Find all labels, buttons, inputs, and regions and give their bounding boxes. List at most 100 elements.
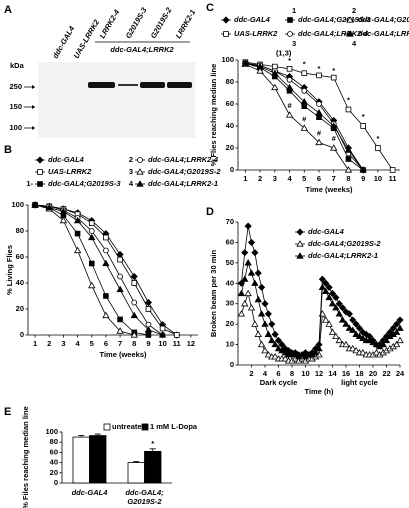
point	[349, 326, 357, 333]
y-tick-label: 100	[45, 427, 58, 436]
y-axis-label: % Living Flies	[5, 245, 14, 295]
x-tick-label: 6	[317, 174, 321, 183]
x-tick-label: 22	[382, 369, 390, 378]
point	[345, 106, 352, 113]
point	[301, 103, 308, 110]
point	[345, 324, 354, 331]
annotation: #	[302, 114, 307, 123]
point	[103, 293, 109, 299]
legend-label: ddc-GAL4	[234, 15, 271, 24]
point	[355, 332, 364, 339]
point	[396, 316, 404, 324]
legend-key: 3	[292, 39, 296, 48]
point	[159, 325, 166, 332]
marker-label: 100	[9, 123, 22, 132]
x-tick-label: 10	[301, 369, 309, 378]
legend-marker	[296, 228, 304, 236]
point	[247, 269, 256, 276]
legend-label: ddc-GAL4	[48, 155, 85, 164]
point	[241, 249, 249, 257]
point	[241, 299, 249, 307]
point	[274, 344, 283, 352]
legend-marker	[36, 156, 44, 164]
point	[325, 320, 333, 327]
legend-marker	[137, 157, 143, 163]
point	[73, 216, 82, 224]
point	[117, 316, 123, 323]
point	[342, 308, 350, 316]
bar	[127, 462, 145, 484]
point	[59, 216, 68, 224]
annotation: (1,3)	[276, 48, 292, 57]
y-tick-label: 10	[226, 340, 234, 349]
y-axis-label: % Files reaching median line	[21, 406, 30, 508]
point	[88, 281, 96, 289]
point	[330, 74, 337, 81]
x-tick-label: 7	[332, 174, 336, 183]
x-tick-label: 1	[243, 174, 247, 183]
y-tick-label: 20	[16, 304, 24, 313]
blot-band	[167, 82, 192, 88]
point	[251, 320, 259, 327]
legend-marker	[346, 30, 354, 37]
legend-label: ddc-GAL4	[308, 227, 345, 236]
point	[261, 320, 269, 327]
point	[339, 304, 347, 312]
legend-swatch	[103, 423, 111, 431]
series-line	[35, 204, 163, 336]
point	[301, 87, 308, 94]
lane-label: LRRK2-1	[174, 8, 198, 40]
legend-marker	[136, 180, 144, 187]
legend-marker	[346, 16, 354, 23]
legend-key: 4	[129, 179, 134, 188]
y-tick-label: 70	[226, 217, 234, 226]
point	[268, 320, 276, 328]
annotation: *	[151, 439, 154, 448]
point	[130, 331, 138, 338]
point	[369, 338, 377, 346]
y-tick-label: 20	[226, 143, 234, 152]
x-tick-label: G2019S-2	[127, 497, 162, 506]
legend-key: 1	[292, 6, 296, 15]
annotation: *	[303, 59, 306, 68]
point	[318, 283, 327, 290]
lane-label: G2019S-3	[124, 5, 149, 40]
point	[73, 246, 82, 254]
y-axis-label: Broken beam per 30 min	[209, 250, 218, 338]
point	[335, 336, 343, 344]
legend-label: ddc-GAL4;G2019S-3	[48, 179, 121, 188]
point	[342, 340, 350, 348]
point	[375, 145, 381, 151]
legend-label: ddc-GAL4;G2019S-2	[308, 239, 381, 248]
legend-marker	[287, 17, 293, 23]
point	[372, 340, 381, 348]
point	[258, 283, 266, 291]
point	[264, 310, 272, 318]
point	[257, 340, 266, 348]
legend-label: ddc-GAL4;LRRK2-1	[148, 179, 218, 188]
point	[301, 70, 308, 77]
point	[392, 340, 401, 348]
x-tick-label: 3	[273, 174, 277, 183]
point	[256, 67, 264, 74]
point	[102, 311, 110, 319]
error-bar	[78, 435, 85, 438]
y-tick-label: 0	[54, 478, 58, 487]
point	[330, 122, 338, 129]
y-tick-label: 20	[226, 319, 234, 328]
x-tick-label: 12	[315, 369, 323, 378]
y-tick-label: 40	[50, 458, 58, 467]
panel-label: E	[4, 406, 11, 418]
point	[145, 332, 152, 338]
y-tick-label: 50	[226, 258, 234, 267]
x-axis-label: Time (weeks)	[100, 350, 147, 359]
point	[318, 275, 326, 283]
point	[382, 336, 391, 344]
legend-key: 1-	[26, 179, 33, 188]
point	[286, 66, 293, 72]
legend-label: 1 mM L-Dopa	[150, 422, 198, 431]
legend-label: ddc-GAL4;G2019S-3	[298, 15, 371, 24]
point	[241, 59, 250, 66]
point	[352, 346, 360, 354]
point	[328, 299, 337, 307]
